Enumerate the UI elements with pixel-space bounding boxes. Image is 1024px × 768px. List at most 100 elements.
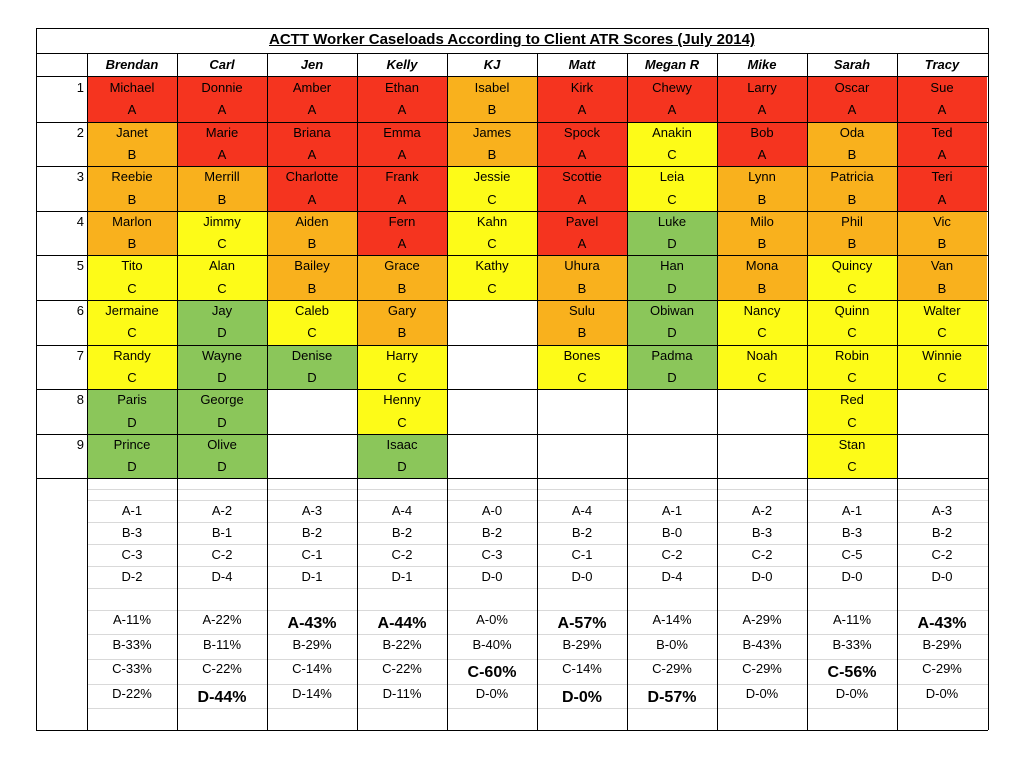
client-cell[interactable]: [717, 344, 807, 390]
client-cell[interactable]: [267, 77, 357, 122]
client-cell[interactable]: [717, 166, 807, 211]
client-cell[interactable]: [177, 121, 267, 167]
worker-header[interactable]: Sarah: [833, 57, 871, 72]
client-name: Oscar: [834, 80, 870, 95]
worker-header[interactable]: Matt: [568, 57, 596, 72]
client-cell[interactable]: [807, 433, 897, 479]
client-cell[interactable]: [627, 121, 717, 167]
client-cell[interactable]: [177, 210, 267, 256]
row-number: 2: [76, 124, 84, 140]
client-cell[interactable]: [627, 77, 717, 122]
client-cell[interactable]: [87, 389, 177, 434]
client-cell[interactable]: [807, 166, 897, 211]
client-cell[interactable]: [267, 344, 357, 390]
worker-header[interactable]: Carl: [209, 57, 235, 72]
client-cell[interactable]: [807, 210, 897, 256]
client-cell[interactable]: [537, 210, 627, 256]
client-cell[interactable]: [807, 77, 897, 122]
client-cell[interactable]: [87, 344, 177, 390]
client-score: B: [937, 236, 947, 252]
client-cell[interactable]: [807, 344, 897, 390]
client-cell[interactable]: [807, 389, 897, 434]
client-cell[interactable]: [357, 433, 447, 479]
client-cell[interactable]: [717, 300, 807, 345]
client-cell[interactable]: [357, 77, 447, 122]
client-cell[interactable]: [267, 255, 357, 300]
client-cell[interactable]: [447, 77, 537, 122]
client-cell[interactable]: [87, 255, 177, 300]
client-cell[interactable]: [537, 77, 627, 122]
worker-header[interactable]: Jen: [300, 57, 324, 72]
client-cell[interactable]: [627, 344, 717, 390]
client-cell[interactable]: [177, 300, 267, 345]
row-number: 3: [76, 169, 84, 185]
client-cell[interactable]: [357, 344, 447, 390]
border-line: [87, 53, 88, 730]
client-cell[interactable]: [447, 121, 537, 167]
client-cell[interactable]: [177, 166, 267, 211]
client-cell[interactable]: [267, 300, 357, 345]
client-score: C: [577, 369, 587, 385]
client-cell[interactable]: [627, 255, 717, 300]
worker-header[interactable]: Tracy: [924, 57, 960, 72]
client-cell[interactable]: [537, 300, 627, 345]
client-cell[interactable]: [87, 166, 177, 211]
worker-header[interactable]: Megan R: [644, 57, 700, 72]
client-cell[interactable]: [177, 77, 267, 122]
client-cell[interactable]: [717, 255, 807, 300]
client-cell[interactable]: [537, 121, 627, 167]
client-cell[interactable]: [897, 210, 987, 256]
client-cell[interactable]: [627, 166, 717, 211]
client-cell[interactable]: [717, 210, 807, 256]
client-cell[interactable]: [897, 121, 987, 167]
client-cell[interactable]: [537, 166, 627, 211]
client-cell[interactable]: [537, 344, 627, 390]
client-cell[interactable]: [357, 389, 447, 434]
worker-header[interactable]: KJ: [483, 57, 501, 72]
client-cell[interactable]: [177, 344, 267, 390]
client-cell[interactable]: [357, 300, 447, 345]
client-name: Jermaine: [105, 303, 159, 318]
client-cell[interactable]: [357, 255, 447, 300]
client-cell[interactable]: [807, 300, 897, 345]
client-cell[interactable]: [807, 121, 897, 167]
client-cell[interactable]: [267, 210, 357, 256]
client-cell[interactable]: [717, 121, 807, 167]
client-cell[interactable]: [87, 121, 177, 167]
client-cell[interactable]: [897, 166, 987, 211]
client-cell[interactable]: [897, 77, 987, 122]
client-name: Winnie: [922, 347, 962, 363]
score-percent: A-14%: [652, 612, 692, 627]
worker-header[interactable]: Brendan: [105, 57, 159, 72]
client-cell[interactable]: [357, 166, 447, 211]
client-cell[interactable]: [897, 344, 987, 390]
border-line: [36, 730, 988, 731]
client-cell[interactable]: [357, 210, 447, 256]
client-cell[interactable]: [87, 77, 177, 122]
client-cell[interactable]: [447, 255, 537, 300]
client-cell[interactable]: [267, 121, 357, 167]
client-name: Pavel: [565, 213, 599, 229]
client-cell[interactable]: [267, 166, 357, 211]
client-cell[interactable]: [87, 210, 177, 256]
client-cell[interactable]: [627, 300, 717, 345]
client-cell[interactable]: [447, 210, 537, 256]
score-percent-highlight: D-44%: [197, 688, 247, 706]
client-cell[interactable]: [87, 433, 177, 479]
worker-header[interactable]: Mike: [747, 57, 777, 72]
client-cell[interactable]: [717, 77, 807, 122]
client-cell[interactable]: [447, 166, 537, 211]
client-name: James: [472, 124, 512, 140]
client-cell[interactable]: [537, 255, 627, 300]
client-cell[interactable]: [177, 255, 267, 300]
client-cell[interactable]: [807, 255, 897, 300]
client-cell[interactable]: [357, 121, 447, 167]
client-cell[interactable]: [177, 433, 267, 479]
client-cell[interactable]: [897, 300, 987, 345]
worker-header[interactable]: Kelly: [386, 57, 418, 72]
client-cell[interactable]: [177, 389, 267, 434]
client-cell[interactable]: [627, 210, 717, 256]
client-cell[interactable]: [897, 255, 987, 300]
client-cell[interactable]: [87, 300, 177, 345]
client-name: Patricia: [830, 169, 874, 185]
